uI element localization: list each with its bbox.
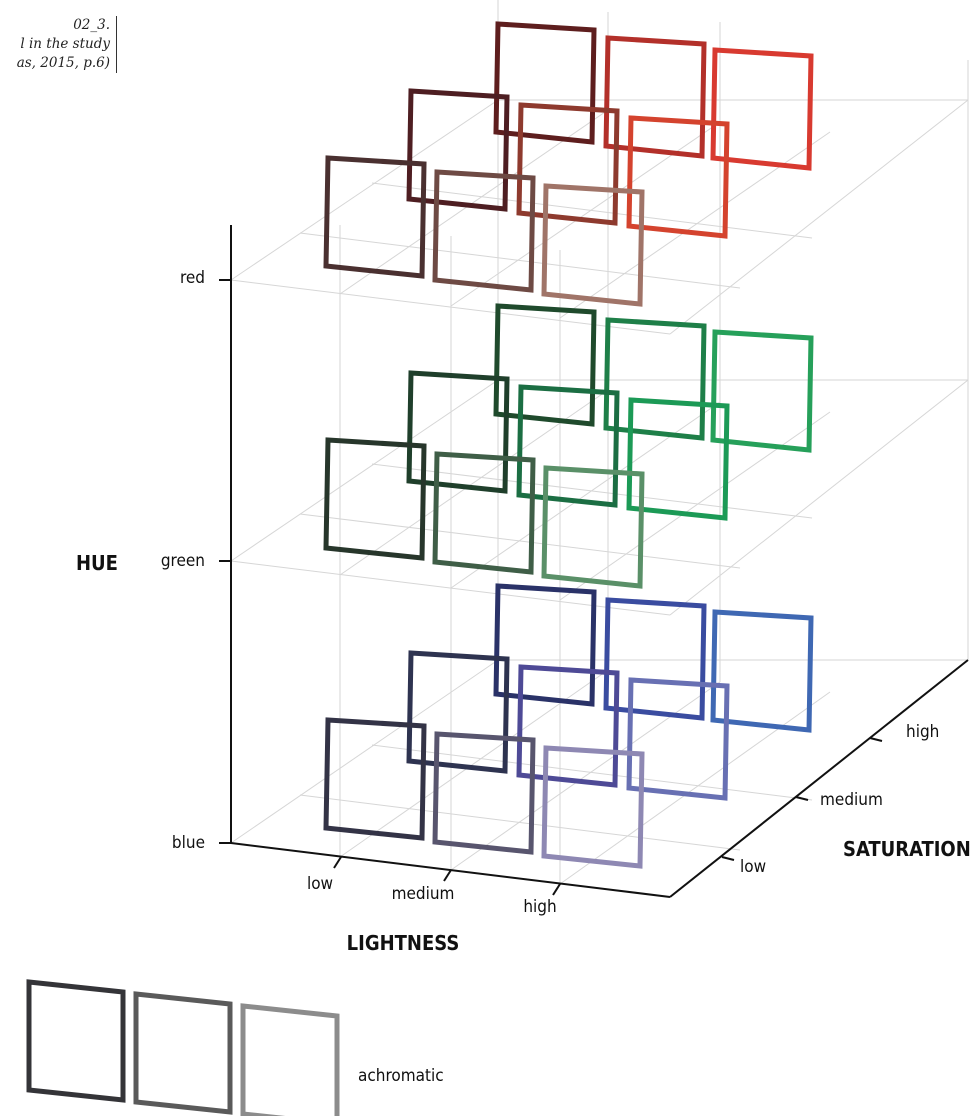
lightness-label-medium: medium — [392, 884, 455, 904]
grid-line — [450, 681, 721, 871]
hue-label-blue: blue — [172, 833, 205, 853]
swatch-green-sat0-light1 — [432, 451, 536, 575]
swatch-red-sat0-light1 — [432, 169, 536, 293]
saturation-tick-high — [869, 737, 883, 742]
achromatic-label: achromatic — [358, 1066, 444, 1086]
saturation-axis-line — [669, 659, 969, 898]
grid-line — [230, 560, 671, 616]
swatch-red-sat2-light0 — [493, 21, 597, 145]
hue-axis-title: HUE — [76, 551, 118, 575]
grid-line — [299, 794, 741, 851]
swatch-red-sat2-light1 — [603, 35, 707, 159]
caption-line-1: 02_3. — [73, 17, 110, 33]
swatch-blue-sat0-light1 — [432, 731, 536, 855]
color-swatches — [323, 21, 814, 869]
caption-line-2: l in the study — [20, 36, 110, 52]
achromatic-swatch — [240, 1003, 340, 1116]
saturation-label-high: high — [906, 722, 939, 742]
achromatic-swatches — [26, 979, 340, 1116]
grid-line — [450, 121, 721, 307]
lightness-label-low: low — [307, 874, 333, 894]
grid-line — [230, 279, 671, 335]
grid-line — [559, 411, 831, 601]
swatch-green-sat2-light0 — [493, 303, 597, 427]
grid-line — [371, 744, 813, 801]
figure-caption: 02_3. l in the study as, 2015, p.6) — [0, 16, 117, 73]
grid-line — [559, 691, 831, 885]
lightness-tick-high — [552, 883, 561, 896]
swatch-blue-sat0-light2 — [541, 745, 645, 869]
lightness-label-high: high — [523, 897, 556, 917]
achromatic-swatch — [26, 979, 126, 1103]
swatch-green-sat2-light1 — [603, 317, 707, 441]
grid-line — [299, 513, 741, 569]
swatch-red-sat0-light2 — [541, 183, 645, 307]
grid-line — [230, 99, 499, 281]
grid-line — [230, 379, 499, 562]
swatch-red-sat0-light0 — [323, 155, 427, 279]
saturation-axis-title: SATURATION — [843, 837, 971, 861]
achromatic-swatch — [133, 991, 233, 1115]
swatch-blue-sat0-light0 — [323, 717, 427, 841]
saturation-label-medium: medium — [820, 790, 883, 810]
lightness-axis-title: LIGHTNESS — [347, 931, 460, 955]
saturation-tick-low — [721, 856, 735, 861]
axes — [219, 225, 969, 898]
grid-line — [230, 659, 499, 844]
saturation-label-low: low — [740, 857, 766, 877]
hue-label-red: red — [180, 268, 205, 288]
swatch-green-sat0-light2 — [541, 465, 645, 589]
lightness-tick-medium — [443, 869, 452, 882]
grid-line — [669, 99, 969, 335]
grid-lines — [230, 0, 969, 885]
lightness-tick-low — [333, 856, 342, 869]
grid-line — [669, 379, 969, 616]
grid-line — [299, 232, 741, 289]
grid-line — [559, 131, 831, 319]
grid-line — [371, 463, 813, 519]
swatch-blue-sat2-light1 — [603, 597, 707, 721]
saturation-tick-medium — [795, 796, 809, 801]
swatch-green-sat0-light0 — [323, 437, 427, 561]
caption-line-3: as, 2015, p.6) — [16, 55, 110, 71]
grid-line — [371, 182, 813, 239]
hue-label-green: green — [161, 551, 205, 571]
